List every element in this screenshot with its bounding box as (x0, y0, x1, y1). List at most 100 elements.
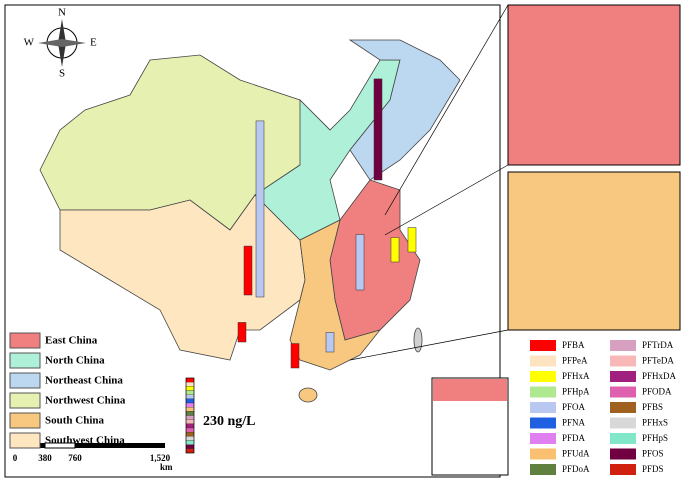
region-label: North China (45, 355, 105, 367)
hainan (298, 387, 318, 403)
region-label: Northeast China (45, 375, 123, 387)
compound-label: PFTeDA (642, 356, 674, 366)
scale-stack-segment (185, 419, 195, 424)
compound-label: PFBA (562, 340, 585, 350)
taiwan (413, 327, 423, 353)
scale-stack-segment (185, 432, 195, 437)
compound-label: PFTrDA (642, 340, 674, 350)
connector (384, 4, 509, 216)
site-bar (390, 237, 400, 263)
distance-unit: km (160, 462, 173, 472)
region-swatch (9, 352, 41, 369)
compound-label: PFHxA (562, 371, 590, 381)
region-swatch (9, 372, 41, 389)
compound-swatch (610, 386, 636, 398)
compass-w: W (24, 37, 35, 49)
compass: N S E W (24, 7, 97, 80)
compound-swatch (530, 340, 556, 351)
compound-label: PFDoA (562, 464, 590, 474)
site-bar (355, 234, 365, 291)
scale-stack-segment (185, 440, 195, 445)
scale-stack-segment (185, 398, 195, 404)
inset-small-land (433, 379, 507, 401)
compound-label: PFDS (642, 464, 664, 474)
compass-n: N (58, 7, 66, 19)
compound-swatch (530, 464, 556, 475)
connector (349, 329, 509, 361)
region-label: East China (45, 335, 98, 347)
scale-stack-segment (185, 386, 195, 391)
scale-bar-outline (185, 377, 195, 454)
compound-label: PFHxDA (642, 371, 677, 381)
compound-label: PFODA (642, 387, 672, 397)
compound-swatch (610, 402, 636, 413)
compound-label: PFBS (642, 402, 663, 412)
scale-stack-segment (185, 436, 195, 441)
compound-label: PFOS (642, 449, 664, 459)
scale-stack-segment (185, 415, 195, 420)
distance-label: 760 (68, 453, 82, 463)
scale-segment (75, 443, 165, 448)
site-bar (255, 120, 265, 298)
compound-label: PFNA (562, 418, 586, 428)
site-bar (290, 343, 300, 369)
region-swatch (9, 332, 41, 349)
scale-stack-segment (185, 411, 195, 416)
scale-stack-segment (185, 394, 195, 399)
compass-star (38, 39, 86, 47)
compound-swatch (530, 371, 556, 382)
compound-swatch (530, 433, 556, 444)
compound-swatch (530, 355, 556, 367)
scale-stack-segment (185, 427, 195, 433)
compound-label: PFHpS (642, 433, 668, 443)
southwest-region (59, 194, 306, 361)
distance-label: 1,520 (150, 453, 171, 463)
region-swatch (9, 392, 41, 409)
site-bar (237, 322, 247, 343)
scale-stack-segment (185, 444, 195, 449)
site-bar (325, 332, 335, 353)
compass-s: S (59, 68, 65, 80)
compound-swatch (530, 417, 556, 429)
compound-swatch (610, 464, 636, 475)
distance-label: 0 (13, 453, 18, 463)
compound-label: PFHpA (562, 387, 590, 397)
compound-swatch (610, 371, 636, 382)
region-label: Northwest China (45, 395, 126, 407)
site-bar (373, 78, 383, 181)
scale-stack-segment (185, 423, 195, 429)
compound-swatch (610, 355, 636, 367)
scale-stack-segment (185, 448, 195, 454)
compound-swatch (610, 417, 636, 429)
scale-stack-segment (185, 407, 195, 412)
dynamic-layer: East China North China Northeast China Nort… (9, 78, 677, 475)
compass-e: E (90, 37, 97, 49)
compound-swatch (610, 340, 636, 351)
compound-swatch (610, 448, 636, 460)
region-swatch (9, 432, 41, 449)
distance-label: 380 (38, 453, 52, 463)
compound-label: PFHxS (642, 418, 668, 428)
scale-label: 230 ng/L (203, 414, 256, 429)
compound-swatch (530, 386, 556, 398)
scale-stack-segment (185, 377, 195, 383)
compound-swatch (530, 402, 556, 413)
region-label: South China (45, 415, 105, 427)
compound-label: PFPeA (562, 356, 588, 366)
scale-stack-segment (185, 390, 195, 395)
inset-east (507, 4, 681, 166)
site-bar (243, 245, 253, 296)
scale-stack-segment (185, 382, 195, 387)
south-region (289, 219, 382, 371)
compound-swatch (610, 433, 636, 444)
region-label: Southwest China (45, 435, 125, 447)
compound-swatch (530, 448, 556, 460)
site-bar (407, 227, 417, 253)
compound-label: PFOA (562, 402, 586, 412)
compound-label: PFUdA (562, 449, 590, 459)
scale-stack-segment (185, 402, 195, 408)
region-swatch (9, 412, 41, 429)
compound-label: PFDA (562, 433, 586, 443)
inset-connectors (349, 4, 509, 361)
